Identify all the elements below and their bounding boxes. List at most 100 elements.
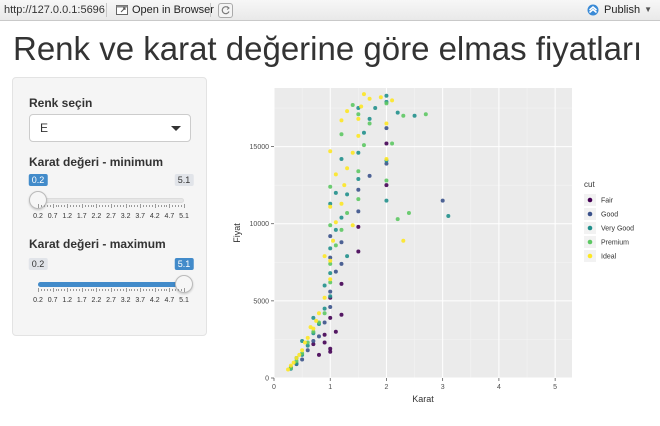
data-point bbox=[339, 227, 344, 232]
slider-tick-label: 2.7 bbox=[106, 297, 116, 304]
chevron-down-icon: ▼ bbox=[644, 5, 652, 14]
data-point bbox=[361, 130, 366, 135]
legend-label: Premium bbox=[601, 240, 629, 247]
slider-tick-label: 4.7 bbox=[164, 213, 175, 220]
scatter-plot: 0 1 2 3 4 5 0 5000 10000 15000 Karat Fiyat cut Fa… bbox=[232, 88, 634, 404]
slider-track[interactable] bbox=[38, 198, 184, 203]
data-point bbox=[339, 201, 344, 206]
data-point bbox=[328, 204, 333, 209]
x-axis-label: Karat bbox=[412, 394, 434, 404]
data-point bbox=[384, 198, 389, 203]
slider-minor-tick bbox=[143, 289, 145, 291]
slider-tick-label: 3.2 bbox=[120, 213, 131, 220]
slider-minor-tick bbox=[90, 205, 92, 207]
slider-tick bbox=[140, 204, 142, 208]
data-point bbox=[328, 280, 333, 285]
data-point bbox=[311, 338, 316, 343]
color-select[interactable]: E bbox=[29, 114, 191, 142]
slider-minor-tick bbox=[70, 289, 72, 291]
slider-tick bbox=[184, 204, 185, 208]
data-point bbox=[339, 132, 344, 137]
data-point bbox=[356, 197, 361, 202]
slider-minor-tick bbox=[99, 205, 101, 207]
slider-tick-label: 2.7 bbox=[106, 213, 116, 220]
data-point bbox=[384, 178, 389, 183]
slider-tick bbox=[81, 204, 83, 208]
slider-minor-tick bbox=[143, 205, 145, 207]
slider-tick bbox=[38, 204, 39, 208]
slider-minor-tick bbox=[93, 205, 95, 207]
slider-tick-label: 5.1 bbox=[179, 213, 189, 220]
min-carat-label: Karat değeri - minimum bbox=[29, 155, 164, 169]
max-carat-slider[interactable]: 0.2 5.1 0.2 0.7 1.2 1.7 2.2 2.7 3.2 3.7 4.2 4.7 5.… bbox=[28, 258, 194, 307]
data-point bbox=[384, 93, 389, 98]
legend-swatch bbox=[587, 239, 593, 245]
slider-minor-tick bbox=[55, 289, 57, 291]
slider-handle[interactable] bbox=[175, 275, 193, 293]
legend-swatch bbox=[587, 197, 593, 203]
slider-value-badge: 5.1 bbox=[174, 258, 194, 270]
data-point bbox=[328, 149, 333, 154]
slider-minor-tick bbox=[75, 205, 77, 207]
slider-tick-label: 1.2 bbox=[62, 297, 73, 304]
slider-minor-tick bbox=[151, 205, 153, 207]
data-point bbox=[328, 184, 333, 189]
slider-tick-label: 3.7 bbox=[135, 297, 146, 304]
slider-minor-tick bbox=[40, 289, 42, 291]
data-point bbox=[300, 357, 305, 362]
slider-max-badge: 5.1 bbox=[174, 174, 194, 186]
slider-tick-label: 0.7 bbox=[47, 297, 58, 304]
publish-label: Publish bbox=[604, 4, 641, 16]
data-point bbox=[345, 109, 350, 114]
data-point bbox=[440, 198, 445, 203]
slider-minor-tick bbox=[46, 205, 48, 207]
data-point bbox=[423, 112, 428, 117]
data-point bbox=[356, 187, 361, 192]
data-point bbox=[328, 315, 333, 320]
data-point bbox=[328, 349, 333, 354]
legend-label: Good bbox=[601, 212, 618, 219]
slider-tick bbox=[154, 204, 156, 208]
data-point bbox=[342, 183, 347, 188]
open-in-browser-button[interactable]: Open in Browser bbox=[116, 0, 214, 20]
slider-minor-tick bbox=[116, 205, 118, 207]
slider-tick bbox=[125, 204, 127, 208]
data-point bbox=[384, 161, 389, 166]
data-point bbox=[384, 156, 389, 161]
data-point bbox=[328, 255, 333, 260]
slider-minor-tick bbox=[46, 289, 48, 291]
slider-handle[interactable] bbox=[29, 191, 47, 209]
refresh-icon[interactable] bbox=[218, 3, 233, 18]
slider-minor-tick bbox=[43, 205, 45, 207]
data-point bbox=[297, 352, 302, 357]
data-point bbox=[446, 214, 451, 219]
slider-minor-tick bbox=[122, 205, 124, 207]
data-point bbox=[395, 217, 400, 222]
slider-minor-tick bbox=[49, 289, 51, 291]
slider-minor-tick bbox=[131, 289, 133, 291]
toolbar-divider bbox=[106, 3, 107, 17]
slider-minor-tick bbox=[122, 289, 124, 291]
data-point bbox=[390, 98, 395, 103]
sidebar-panel: Renk seçin E Karat değeri - minimum 0.2 … bbox=[12, 77, 207, 336]
data-point bbox=[288, 363, 293, 368]
slider-minor-tick bbox=[166, 205, 168, 207]
data-point bbox=[331, 238, 336, 243]
min-carat-slider[interactable]: 0.2 5.1 0.2 0.7 1.2 1.7 2.2 2.7 3.2 3.7 4.2 4.7 5.… bbox=[28, 174, 194, 223]
publish-button[interactable]: Publish ▼ bbox=[586, 0, 652, 20]
slider-tick bbox=[38, 288, 39, 292]
slider-minor-tick bbox=[113, 289, 115, 291]
plot-axes: 0 1 2 3 4 5 0 5000 10000 15000 bbox=[250, 144, 558, 391]
slider-tick bbox=[67, 204, 69, 208]
slider-tick bbox=[140, 288, 142, 292]
data-point bbox=[333, 172, 338, 177]
plot-legend: cut Fair Good Very Good Premium Ideal bbox=[584, 180, 634, 262]
url-text[interactable]: http://127.0.0.1:5696 bbox=[4, 4, 105, 16]
data-point bbox=[406, 210, 411, 215]
slider-minor-tick bbox=[73, 289, 75, 291]
data-point bbox=[328, 201, 333, 206]
slider-value-badge: 0.2 bbox=[28, 174, 48, 186]
data-point bbox=[316, 352, 321, 357]
slider-minor-tick bbox=[181, 289, 183, 291]
data-point bbox=[384, 121, 389, 126]
